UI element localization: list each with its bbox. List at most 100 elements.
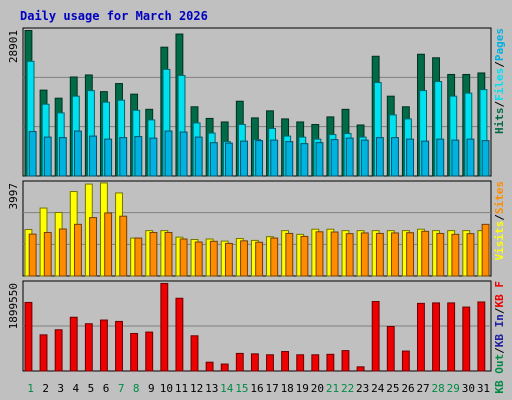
bar-pages-day-13 (209, 142, 218, 177)
x-tick-label-day-2: 2 (42, 382, 49, 395)
x-tick-label-day-16: 16 (250, 382, 263, 395)
bar-pages-day-31 (481, 140, 490, 177)
visits-sites-panel: 3997 Visits/Sites (7, 180, 506, 277)
bar-pages-day-7 (119, 137, 128, 177)
x-tick-label-day-28: 28 (432, 382, 445, 395)
x-tick-label-day-5: 5 (88, 382, 95, 395)
bar-pages-day-28 (436, 138, 445, 177)
bar-pages-day-21 (330, 139, 339, 177)
bar-sites-day-19 (300, 235, 309, 277)
bar-sites-day-20 (315, 231, 324, 277)
bar-kb-f-day-17 (266, 354, 274, 372)
bar-sites-day-5 (89, 217, 97, 277)
bar-kb-f-day-3 (54, 329, 63, 372)
bar-sites-day-9 (149, 231, 158, 277)
bar-sites-day-17 (270, 237, 279, 277)
bar-pages-day-6 (104, 138, 113, 177)
bar-kb-f-day-30 (462, 306, 471, 372)
bar-sites-day-24 (375, 232, 384, 277)
bar-sites-day-18 (285, 232, 294, 277)
series-legend-label: KB Out/KB In/KB F (493, 281, 506, 394)
bar-kb-f-day-31 (477, 301, 486, 372)
bar-sites-day-25 (391, 232, 399, 277)
bar-pages-day-3 (58, 137, 67, 177)
x-tick-label-day-8: 8 (133, 382, 140, 395)
bar-sites-day-2 (43, 231, 52, 277)
x-tick-label-day-11: 11 (175, 382, 188, 395)
bar-pages-day-15 (240, 140, 248, 177)
bar-sites-day-12 (194, 241, 203, 277)
bar-kb-f-day-18 (281, 351, 290, 372)
y-max-label: 28901 (7, 30, 20, 63)
series-legend-label: Hits/Files/Pages (493, 28, 506, 134)
bar-sites-day-1 (28, 233, 37, 277)
x-tick-label-day-26: 26 (401, 382, 414, 395)
bar-kb-f-day-27 (417, 302, 425, 372)
bar-pages-day-4 (74, 130, 82, 177)
x-tick-label-day-9: 9 (148, 382, 155, 395)
bar-kb-f-day-11 (175, 297, 184, 372)
x-tick-label-day-7: 7 (118, 382, 125, 395)
bar-kb-f-day-24 (371, 301, 380, 372)
bar-kb-f-day-22 (341, 350, 350, 372)
bar-pages-day-19 (300, 143, 309, 177)
x-tick-label-day-21: 21 (326, 382, 339, 395)
bar-sites-day-26 (406, 232, 415, 277)
bar-pages-day-8 (134, 136, 143, 177)
bar-sites-day-7 (119, 215, 128, 277)
bar-sites-day-11 (179, 238, 188, 277)
bar-kb-f-day-6 (99, 319, 108, 372)
x-tick-label-day-18: 18 (281, 382, 294, 395)
bar-sites-day-22 (345, 233, 354, 277)
bar-kb-f-day-2 (39, 334, 48, 372)
bar-pages-day-18 (285, 141, 294, 177)
bar-pages-day-30 (466, 138, 475, 177)
chart-title: Daily usage for March 2026 (20, 9, 208, 23)
bar-kb-f-day-5 (84, 323, 93, 372)
bar-pages-day-12 (194, 136, 203, 177)
bar-pages-day-10 (164, 130, 173, 177)
bar-kb-f-day-20 (311, 354, 320, 372)
bar-sites-day-23 (360, 232, 369, 277)
bar-pages-day-5 (89, 135, 97, 177)
bar-kb-f-day-29 (447, 302, 456, 372)
bar-sites-day-15 (240, 240, 248, 277)
x-tick-label-day-12: 12 (190, 382, 203, 395)
y-max-label: 3997 (7, 183, 20, 210)
x-tick-label-day-27: 27 (416, 382, 429, 395)
bar-kb-f-day-8 (130, 332, 139, 372)
x-tick-label-day-30: 30 (462, 382, 475, 395)
x-tick-label-day-6: 6 (103, 382, 110, 395)
bar-sites-day-21 (330, 231, 339, 277)
bar-pages-day-23 (360, 139, 369, 177)
bar-sites-day-10 (164, 231, 173, 277)
x-tick-label-day-10: 10 (160, 382, 173, 395)
x-tick-label-day-14: 14 (220, 382, 234, 395)
bar-sites-day-29 (451, 233, 460, 277)
bar-pages-day-22 (345, 137, 354, 177)
x-tick-label-day-22: 22 (341, 382, 354, 395)
x-tick-label-day-3: 3 (57, 382, 64, 395)
bar-sites-day-8 (134, 237, 143, 277)
x-tick-label-day-17: 17 (265, 382, 278, 395)
x-tick-label-day-23: 23 (356, 382, 369, 395)
x-tick-label-day-24: 24 (371, 382, 385, 395)
bar-kb-f-day-21 (326, 353, 335, 372)
x-tick-label-day-29: 29 (447, 382, 460, 395)
bar-kb-f-day-16 (250, 353, 259, 372)
y-max-label: 1899550 (7, 283, 20, 329)
bar-sites-day-27 (421, 230, 430, 277)
x-tick-label-day-4: 4 (73, 382, 80, 395)
bar-kb-f-day-28 (432, 302, 440, 372)
bar-kb-f-day-10 (160, 282, 169, 372)
bar-pages-day-16 (255, 140, 264, 177)
bar-sites-day-16 (255, 241, 264, 277)
bar-kb-f-day-26 (401, 350, 410, 372)
x-tick-label-day-15: 15 (235, 382, 248, 395)
bar-kb-f-day-7 (115, 320, 123, 372)
bar-kb-f-day-15 (235, 352, 244, 372)
bar-sites-day-3 (58, 228, 67, 277)
bar-pages-day-9 (149, 137, 158, 177)
x-tick-label-day-25: 25 (386, 382, 399, 395)
